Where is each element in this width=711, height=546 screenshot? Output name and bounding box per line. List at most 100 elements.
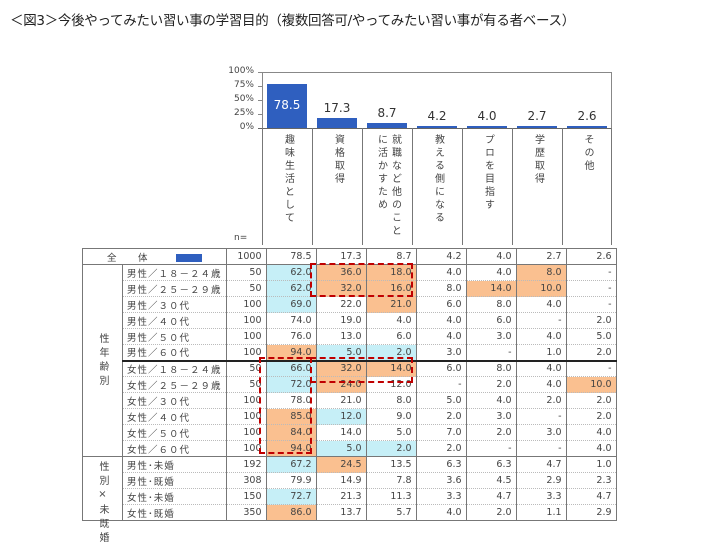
cell-value: 67.2 bbox=[265, 456, 317, 473]
n-value: 100 bbox=[225, 424, 267, 441]
column-header-label: 趣味生活として bbox=[282, 134, 294, 225]
row-label: 女性／２５－２９歳 bbox=[122, 376, 227, 393]
n-value: 100 bbox=[225, 440, 267, 457]
bar-value-label: 78.5 bbox=[273, 98, 301, 112]
cell-value: 18.0 bbox=[365, 264, 417, 281]
cell-value: - bbox=[565, 280, 617, 297]
cell-value: 94.0 bbox=[265, 344, 317, 361]
cell-value: 4.7 bbox=[465, 488, 517, 505]
cell-value: 6.0 bbox=[365, 328, 417, 345]
table-row: 男性／３０代 100 69.0 22.0 21.0 6.0 8.0 4.0- bbox=[83, 296, 617, 313]
n-value: 100 bbox=[225, 296, 267, 313]
bar-value-label: 4.0 bbox=[477, 109, 497, 123]
n-value: 150 bbox=[225, 488, 267, 505]
cell-value: 3.3 bbox=[515, 488, 567, 505]
cell-value: 2.7 bbox=[515, 248, 567, 265]
row-label: 男性／３０代 bbox=[122, 296, 227, 313]
cell-value: 5.0 bbox=[565, 328, 617, 345]
cell-value: 76.0 bbox=[265, 328, 317, 345]
table-row: 男性･既婚 308 79.9 14.9 7.8 3.6 4.5 2.9 2.3 bbox=[83, 472, 617, 489]
cell-value: 8.0 bbox=[465, 296, 517, 313]
cell-value: - bbox=[565, 359, 617, 377]
cell-value: 69.0 bbox=[265, 296, 317, 313]
cell-value: 12.0 bbox=[315, 408, 367, 425]
row-label: 男性･既婚 bbox=[122, 472, 227, 489]
cell-value: 13.5 bbox=[365, 456, 417, 473]
cell-value: 4.0 bbox=[515, 376, 567, 393]
cell-value: 2.0 bbox=[565, 344, 617, 361]
results-table: 全 体 1000 78.5 17.3 8.7 4.2 4.0 2.7 2.6 性年齢別 男性／１８－… bbox=[82, 248, 617, 546]
y-tick-0: 0% bbox=[239, 122, 254, 132]
n-value: 50 bbox=[225, 376, 267, 393]
bar-value-label: 17.3 bbox=[323, 101, 351, 115]
group-label-cell: 性別×未既婚 bbox=[82, 456, 123, 546]
cell-value: 14.0 bbox=[315, 424, 367, 441]
row-label: 男性／５０代 bbox=[122, 328, 227, 345]
column-header: 教える側になる bbox=[412, 128, 462, 245]
column-header-label: 就職など他のことに活かすため bbox=[375, 134, 401, 238]
row-label: 女性／６０代 bbox=[122, 440, 227, 457]
plot-area bbox=[262, 72, 612, 128]
cell-value: 79.9 bbox=[265, 472, 317, 489]
cell-value: 4.0 bbox=[465, 248, 517, 265]
table-row: 男性／４０代 100 74.0 19.0 4.0 4.0 6.0-2.0 bbox=[83, 312, 617, 329]
row-label: 男性／４０代 bbox=[122, 312, 227, 329]
cell-value: 8.0 bbox=[465, 359, 517, 377]
cell-value: 14.9 bbox=[315, 472, 367, 489]
cell-value: 2.0 bbox=[515, 392, 567, 409]
cell-value: 5.0 bbox=[315, 440, 367, 457]
column-header-label: 資格取得 bbox=[332, 134, 344, 186]
cell-value: 4.0 bbox=[465, 392, 517, 409]
cell-value: 7.0 bbox=[415, 424, 467, 441]
n-value: 1000 bbox=[225, 248, 267, 265]
row-label: 女性／３０代 bbox=[122, 392, 227, 409]
group-label-cell: 性年齢別 bbox=[82, 264, 123, 457]
cell-value: 24.5 bbox=[315, 456, 367, 473]
cell-value: 2.6 bbox=[565, 248, 617, 265]
cell-value: 78.0 bbox=[265, 392, 317, 409]
cell-value: 3.0 bbox=[415, 344, 467, 361]
cell-value: 2.0 bbox=[465, 504, 517, 521]
n-value: 192 bbox=[225, 456, 267, 473]
column-header: プロを目指す bbox=[462, 128, 512, 245]
cell-value: 11.3 bbox=[365, 488, 417, 505]
row-label: 女性／１８－２４歳 bbox=[122, 359, 227, 377]
row-label: 女性･既婚 bbox=[122, 504, 227, 521]
cell-value: - bbox=[415, 376, 467, 393]
cell-value: - bbox=[565, 296, 617, 313]
cell-value: 2.0 bbox=[465, 376, 517, 393]
table-row: 性別×未既婚 男性･未婚 192 67.2 24.5 13.5 6.3 6.3 4.7 1.0 bbox=[82, 456, 617, 546]
cell-value: 2.0 bbox=[565, 312, 617, 329]
y-tick-50: 50% bbox=[233, 94, 254, 104]
cell-value: 2.0 bbox=[415, 408, 467, 425]
cell-value: 1.0 bbox=[565, 456, 617, 473]
n-value: 50 bbox=[225, 280, 267, 297]
cell-value: 21.0 bbox=[365, 296, 417, 313]
cell-value: 9.0 bbox=[365, 408, 417, 425]
cell-value: 4.0 bbox=[515, 359, 567, 377]
cell-value: 8.0 bbox=[415, 280, 467, 297]
column-header: 資格取得 bbox=[312, 128, 362, 245]
cell-value: 2.3 bbox=[565, 472, 617, 489]
row-label: 女性／４０代 bbox=[122, 408, 227, 425]
bar bbox=[267, 84, 307, 128]
cell-value: 19.0 bbox=[315, 312, 367, 329]
bar-value-label: 2.6 bbox=[577, 109, 597, 123]
row-label: 女性／５０代 bbox=[122, 424, 227, 441]
table-row: 男性／２５－２９歳 50 62.0 32.0 16.0 8.0 14.0 10.0- bbox=[83, 280, 617, 297]
cell-value: 4.0 bbox=[515, 328, 567, 345]
row-label: 男性／６０代 bbox=[122, 344, 227, 361]
cell-value: 5.0 bbox=[365, 424, 417, 441]
cell-value: 3.3 bbox=[415, 488, 467, 505]
cell-value: - bbox=[465, 344, 517, 361]
cell-value: 22.0 bbox=[315, 296, 367, 313]
cell-value: 72.7 bbox=[265, 488, 317, 505]
row-label: 男性／１８－２４歳 bbox=[122, 264, 227, 281]
total-label: 全 体 bbox=[107, 252, 154, 264]
column-header-label: その他 bbox=[582, 134, 593, 173]
cell-value: 5.0 bbox=[315, 344, 367, 361]
cell-value: 4.7 bbox=[565, 488, 617, 505]
cell-value: 4.0 bbox=[415, 504, 467, 521]
bar bbox=[367, 123, 407, 128]
table-row-total: 全 体 1000 78.5 17.3 8.7 4.2 4.0 2.7 2.6 bbox=[82, 248, 617, 265]
